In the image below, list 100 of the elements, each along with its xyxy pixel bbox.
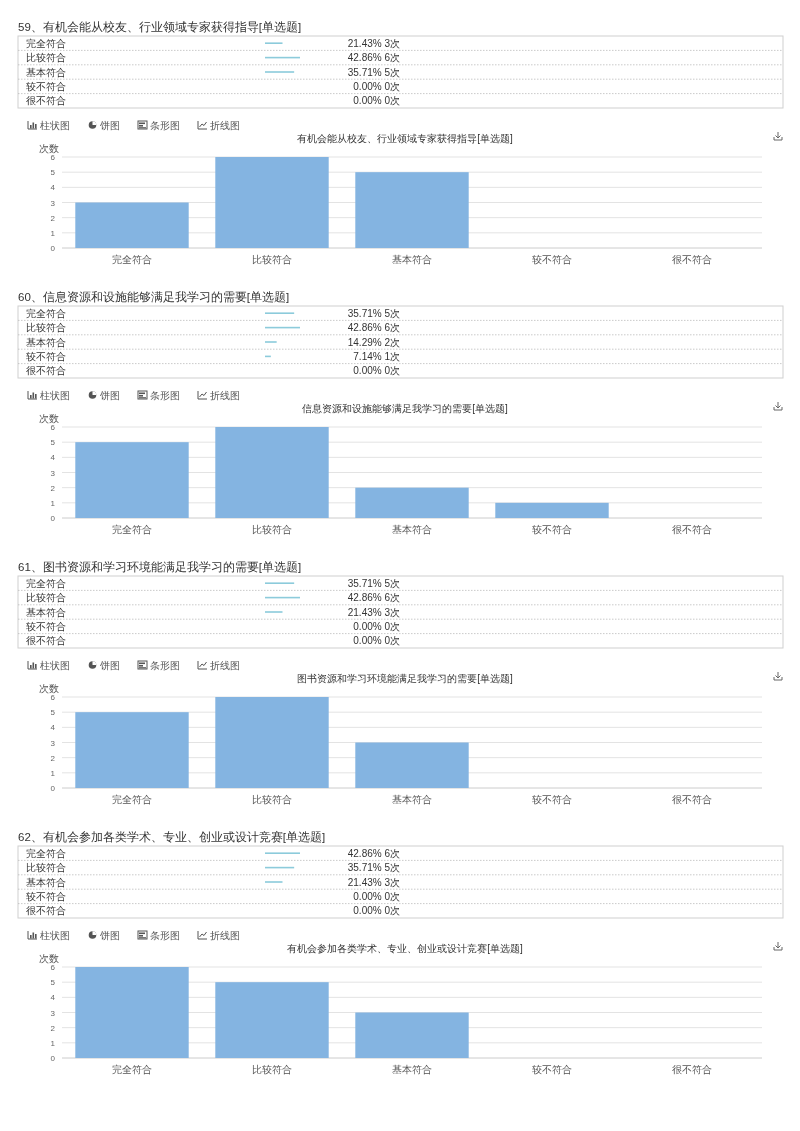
value-label: 35.71% 5次 (347, 862, 400, 874)
annotation: 折线图 (210, 930, 240, 941)
annotation: 柱状图 (40, 930, 70, 941)
annotation: 折线图 (210, 660, 240, 671)
tick-label: 3 (50, 198, 55, 208)
category-label: 完全符合 (26, 577, 66, 589)
tick-label: 0 (50, 784, 55, 793)
annotation: 折线图 (210, 120, 240, 131)
category-label: 比较符合 (26, 592, 66, 604)
value-label: 21.43% 3次 (347, 606, 400, 618)
tick-label: 6 (50, 693, 55, 702)
ylabel: 次数 (39, 143, 59, 154)
category-label: 完全符合 (26, 307, 66, 319)
value-label: 0.00% 0次 (353, 95, 400, 107)
value-label: 0.00% 0次 (353, 365, 400, 377)
category-label: 比较符合 (252, 794, 292, 805)
value-label: 35.71% 5次 (347, 307, 400, 319)
category-label: 比较符合 (26, 862, 66, 874)
category-label: 很不符合 (672, 524, 712, 535)
category-label: 很不符合 (672, 1064, 712, 1075)
value-label: 21.43% 3次 (347, 876, 400, 888)
annotation: 条形图 (150, 120, 180, 131)
annotation: 柱状图 (40, 660, 70, 671)
tick-label: 6 (50, 153, 55, 162)
tick-label: 5 (50, 708, 55, 718)
category-label: 完全符合 (26, 847, 66, 859)
category-label: 完全符合 (112, 794, 152, 805)
tick-label: 1 (50, 768, 55, 778)
tick-label: 6 (50, 423, 55, 432)
tick-label: 0 (50, 244, 55, 253)
category-label: 很不符合 (26, 365, 66, 377)
tick-label: 5 (50, 168, 55, 178)
tick-label: 6 (50, 963, 55, 972)
tick-label: 3 (50, 1008, 55, 1018)
tick-label: 5 (50, 438, 55, 448)
category-label: 完全符合 (26, 37, 66, 49)
category-label: 比较符合 (252, 1064, 292, 1075)
value-label: 42.86% 6次 (347, 322, 400, 334)
value-label: 42.86% 6次 (347, 592, 400, 604)
value-label: 42.86% 6次 (347, 52, 400, 64)
tick-label: 3 (50, 468, 55, 478)
annotation: 条形图 (150, 660, 180, 671)
category-label: 基本符合 (26, 606, 66, 618)
value-label: 42.86% 6次 (347, 847, 400, 859)
value-label: 7.14% 1次 (353, 351, 400, 362)
annotation: 饼图 (100, 930, 120, 941)
title: 61、图书资源和学习环境能满足我学习的需要[单选题] (18, 561, 302, 573)
value-label: 0.00% 0次 (353, 905, 400, 917)
tick-label: 2 (50, 213, 55, 223)
category-label: 较不符合 (532, 254, 572, 265)
category-label: 较不符合 (26, 891, 66, 902)
tick-label: 0 (50, 1054, 55, 1063)
value-label: 35.71% 5次 (347, 66, 400, 78)
title: 59、有机会能从校友、行业领域专家获得指导[单选题] (18, 21, 302, 33)
tick-label: 0 (50, 514, 55, 523)
value-label: 35.71% 5次 (347, 577, 400, 589)
category-label: 基本符合 (26, 876, 66, 888)
category-label: 较不符合 (26, 621, 66, 632)
title: 图书资源和学习环境能满足我学习的需要[单选题] (297, 673, 513, 684)
tick-label: 5 (50, 978, 55, 988)
ylabel: 次数 (39, 683, 59, 694)
value-label: 0.00% 0次 (353, 891, 400, 902)
category-label: 基本符合 (26, 66, 66, 78)
title: 有机会参加各类学术、专业、创业或设计竞赛[单选题] (287, 943, 523, 954)
tick-label: 4 (50, 183, 55, 193)
value-label: 0.00% 0次 (353, 81, 400, 92)
ylabel: 次数 (39, 953, 59, 964)
annotation: 饼图 (100, 120, 120, 131)
annotation: 条形图 (150, 930, 180, 941)
category-label: 比较符合 (252, 524, 292, 535)
category-label: 基本符合 (392, 794, 432, 805)
title: 信息资源和设施能够满足我学习的需要[单选题] (302, 403, 508, 414)
category-label: 基本符合 (392, 1064, 432, 1075)
value-label: 0.00% 0次 (353, 621, 400, 632)
category-label: 较不符合 (26, 81, 66, 92)
value-label: 21.43% 3次 (347, 37, 400, 49)
category-label: 较不符合 (532, 794, 572, 805)
title: 有机会能从校友、行业领域专家获得指导[单选题] (297, 133, 513, 144)
tick-label: 3 (50, 738, 55, 748)
annotation: 折线图 (210, 390, 240, 401)
title: 62、有机会参加各类学术、专业、创业或设计竞赛[单选题] (18, 831, 326, 843)
category-label: 完全符合 (112, 254, 152, 265)
category-label: 较不符合 (532, 1064, 572, 1075)
annotation: 饼图 (100, 660, 120, 671)
tick-label: 1 (50, 1038, 55, 1048)
category-label: 比较符合 (26, 52, 66, 64)
tick-label: 2 (50, 753, 55, 763)
ylabel: 次数 (39, 413, 59, 424)
tick-label: 4 (50, 993, 55, 1003)
category-label: 完全符合 (112, 1064, 152, 1075)
title: 60、信息资源和设施能够满足我学习的需要[单选题] (18, 291, 290, 303)
category-label: 很不符合 (26, 635, 66, 647)
category-label: 很不符合 (672, 794, 712, 805)
category-label: 很不符合 (26, 905, 66, 917)
annotation: 柱状图 (40, 390, 70, 401)
value-label: 0.00% 0次 (353, 635, 400, 647)
tick-label: 1 (50, 228, 55, 238)
value-label: 14.29% 2次 (347, 336, 400, 348)
annotation: 条形图 (150, 390, 180, 401)
category-label: 基本符合 (392, 524, 432, 535)
